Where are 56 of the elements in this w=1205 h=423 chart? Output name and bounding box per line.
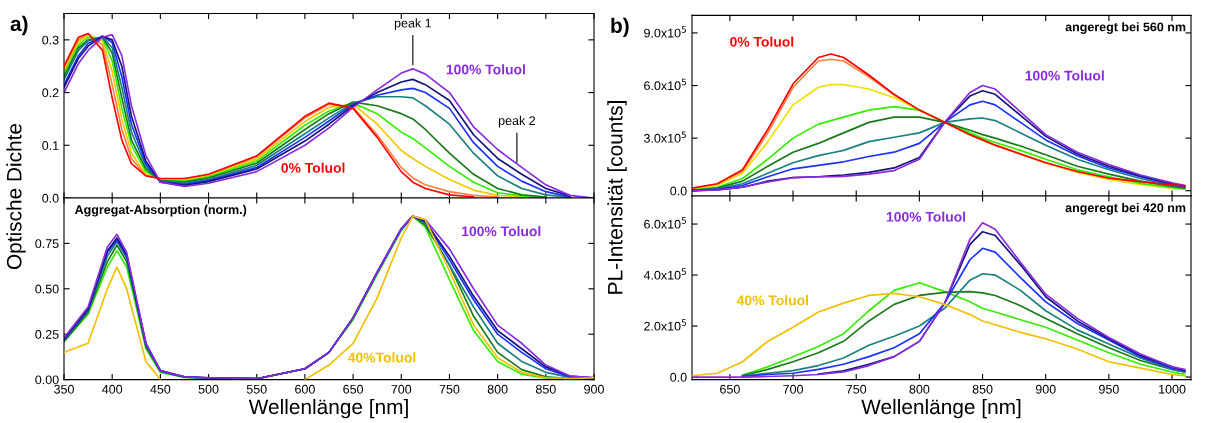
x-tick-label: 500 (198, 384, 219, 394)
chart-title: a) (10, 15, 28, 36)
y-tick-label: 0.0 (670, 186, 687, 196)
series-label: 40% Toluol (736, 295, 808, 306)
x-tick-label: 850 (972, 384, 993, 394)
line-series (692, 221, 1186, 378)
y-tick-label: 0.00 (35, 375, 59, 385)
x-tick-label: 700 (391, 384, 412, 394)
x-tick-label: 1000 (1159, 384, 1186, 394)
x-tick-label: 750 (439, 384, 460, 394)
y-axis-title: PL-Intensität [counts] (607, 101, 627, 294)
series-label: 100% Toluol (462, 226, 541, 237)
y-tick-label: 0.2 (42, 88, 59, 98)
annotation: Aggregat-Absorption (norm.) (74, 204, 247, 217)
x-tick-label: 350 (54, 384, 74, 394)
x-axis-title: Wellenlänge [nm] (248, 398, 408, 419)
series-label: 100% Toluol (1025, 70, 1104, 81)
x-tick-label: 900 (584, 384, 604, 394)
x-tick-label: 400 (102, 384, 123, 394)
x-tick-label: 550 (246, 384, 267, 394)
y-tick-label: 2.0x10$^{5}$ (644, 319, 686, 331)
x-tick-label: 600 (295, 384, 315, 394)
series-label: 40%Toluol (348, 352, 416, 363)
y-axis-title: Optische Dichte (6, 123, 26, 270)
series-label: 100% Toluol (886, 211, 966, 222)
y-tick-label: 0.0 (670, 372, 687, 382)
y-tick-label: 0.50 (35, 284, 59, 294)
y-tick-label: 4.0x10$^{5}$ (643, 268, 686, 280)
x-tick-label: 650 (720, 384, 740, 394)
y-tick-label: 6.0x10$^{5}$ (644, 217, 686, 229)
y-tick-label: 6.0x10$^{5}$ (644, 78, 686, 91)
y-tick-label: 9.0x10$^{5}$ (644, 26, 686, 38)
y-tick-label: 0.0 (42, 193, 59, 203)
annotation: angeregt bei 560 nm (1065, 22, 1186, 34)
y-tick-label: 0.3 (42, 35, 59, 45)
series-label: 0% Toluol (281, 162, 345, 173)
x-tick-label: 800 (909, 384, 930, 394)
annotation: angeregt bei 420 nm (1065, 203, 1186, 215)
y-tick-label: 0.1 (42, 141, 59, 150)
series-label: 100% Toluol (446, 64, 525, 75)
x-tick-label: 900 (1035, 384, 1056, 394)
x-axis-title: Wellenlänge [nm] (861, 398, 1021, 419)
annotation: peak 2 (498, 115, 536, 128)
y-tick-label: 3.0x10$^{5}$ (643, 131, 686, 143)
x-tick-label: 700 (783, 384, 803, 394)
y-tick-label: 0.25 (35, 330, 59, 339)
x-tick-label: 850 (535, 384, 556, 394)
y-tick-label: 0.75 (35, 239, 59, 249)
chart-title: b) (611, 17, 629, 38)
x-tick-label: 650 (343, 384, 364, 394)
x-tick-label: 950 (1099, 384, 1119, 394)
x-tick-label: 750 (846, 384, 867, 394)
x-tick-label: 450 (150, 384, 171, 394)
series-label: 0% Toluol (730, 36, 794, 47)
annotation: peak 1 (394, 18, 431, 30)
x-tick-label: 800 (487, 384, 508, 394)
